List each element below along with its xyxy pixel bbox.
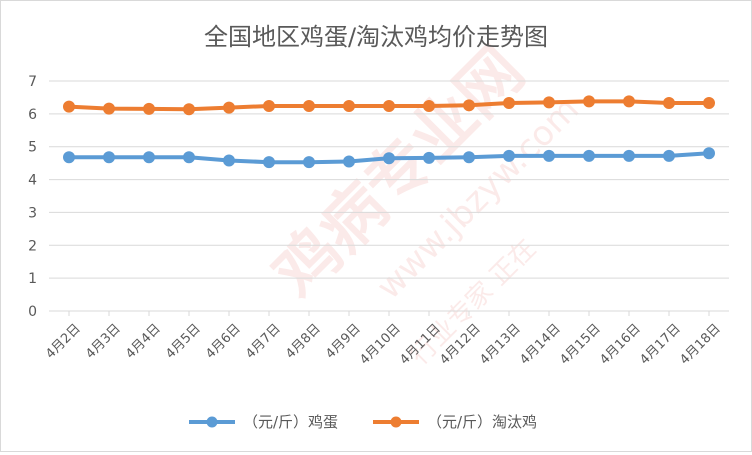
data-point: [423, 99, 435, 112]
y-tick-label: 5: [28, 140, 37, 156]
data-point: [383, 152, 395, 165]
x-tick-label: 4月2日: [43, 321, 84, 362]
y-tick-label: 4: [28, 173, 37, 189]
chart-title: 全国地区鸡蛋/淘汰鸡均价走势图: [204, 23, 548, 51]
data-point: [703, 147, 715, 160]
data-point: [503, 149, 515, 162]
legend: （元/斤）鸡蛋 （元/斤）淘汰鸡: [189, 413, 537, 431]
legend-swatch-marker: [206, 416, 218, 428]
data-point: [223, 101, 235, 114]
data-point: [503, 97, 515, 110]
x-tick-label: 4月15日: [557, 321, 604, 368]
x-tick-label: 4月10日: [357, 321, 404, 368]
x-tick-label: 4月3日: [83, 321, 124, 362]
data-point: [463, 151, 475, 164]
data-point: [543, 149, 555, 162]
watermark: 鸡病专业网 www.jbzyw.com 行业专家 正在: [260, 34, 587, 371]
series-lines: [63, 95, 715, 169]
data-point: [583, 149, 595, 162]
legend-label: （元/斤）鸡蛋: [243, 413, 338, 431]
data-point: [103, 102, 115, 115]
legend-swatch-marker: [390, 416, 402, 428]
data-point: [183, 151, 195, 164]
x-tick-label: 4月6日: [203, 321, 244, 362]
y-tick-label: 3: [28, 205, 37, 221]
data-point: [623, 149, 635, 162]
legend-label: （元/斤）淘汰鸡: [427, 413, 537, 431]
data-point: [663, 149, 675, 162]
data-point: [143, 151, 155, 164]
gridlines: [49, 80, 729, 312]
x-tick-label: 4月4日: [123, 321, 164, 362]
y-tick-label: 0: [28, 304, 37, 320]
x-tick-label: 4月5日: [163, 321, 204, 362]
data-point: [663, 97, 675, 110]
y-tick-label: 2: [28, 238, 37, 254]
data-point: [703, 97, 715, 110]
x-tick-label: 4月7日: [243, 321, 284, 362]
data-point: [303, 156, 315, 169]
y-tick-label: 1: [28, 271, 37, 287]
data-point: [143, 102, 155, 115]
data-point: [263, 156, 275, 169]
y-tick-label: 7: [28, 74, 37, 90]
x-tick-label: 4月14日: [517, 321, 564, 368]
data-point: [183, 103, 195, 116]
data-point: [303, 99, 315, 112]
x-axis-ticks: 4月2日 4月3日 4月4日 4月5日 4月6日 4月7日 4月8日 4月9日4月10日4月1…: [43, 311, 724, 368]
data-point: [263, 99, 275, 112]
data-point: [623, 95, 635, 108]
data-point: [103, 151, 115, 164]
x-tick-label: 4月18日: [677, 321, 724, 368]
data-point: [343, 155, 355, 168]
x-tick-label: 4月16日: [597, 321, 644, 368]
data-point: [423, 151, 435, 164]
data-point: [383, 99, 395, 112]
data-point: [63, 151, 75, 164]
y-tick-label: 6: [28, 107, 37, 123]
y-axis-ticks: 0 1 2 3 4 5 6 7: [28, 74, 37, 320]
x-tick-label: 4月8日: [283, 321, 324, 362]
data-point: [543, 96, 555, 109]
data-point: [343, 99, 355, 112]
x-tick-label: 4月13日: [477, 321, 524, 368]
data-point: [223, 154, 235, 167]
data-point: [463, 99, 475, 112]
x-tick-label: 4月17日: [637, 321, 684, 368]
data-point: [63, 100, 75, 113]
data-point: [583, 95, 595, 108]
